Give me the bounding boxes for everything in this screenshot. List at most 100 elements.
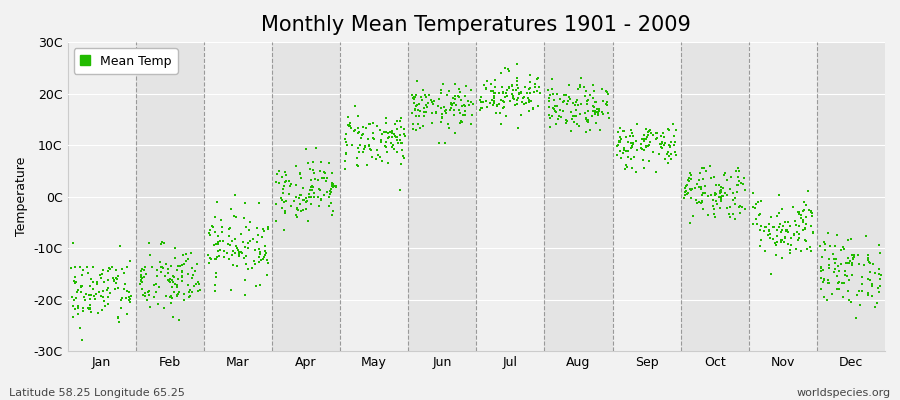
Point [452,106,466,113]
Point [229,214,243,220]
Point [806,230,821,236]
Point [317,175,331,181]
Point [426,101,440,107]
Point [723,186,737,192]
Point [416,123,430,130]
Point [795,248,809,254]
Point [343,120,357,126]
Point [379,119,393,126]
Point [392,187,407,193]
Point [662,144,677,150]
Point [394,140,409,146]
Point [548,107,562,114]
Point [567,119,581,125]
Point [806,210,820,216]
Point [87,296,102,302]
Point [394,147,409,153]
Point [519,100,534,106]
Bar [749,42,817,351]
Point [692,199,706,205]
Point [94,275,109,281]
Point [342,122,356,128]
Point [772,210,787,216]
Point [68,280,82,286]
Point [694,200,708,206]
Point [515,99,529,105]
Point [191,288,205,294]
Point [169,282,184,288]
Point [798,202,813,208]
Point [208,288,222,294]
Point [293,208,308,214]
Point [580,118,595,124]
Point [625,143,639,150]
Point [684,171,698,178]
Y-axis label: Temperature: Temperature [15,157,28,236]
Point [101,300,115,307]
Point [425,120,439,126]
Point [191,279,205,285]
Point [757,228,771,234]
Point [656,142,670,148]
Point [796,218,811,225]
Point [248,247,262,253]
Point [122,296,137,303]
Point [232,249,247,255]
Point [501,65,516,72]
Point [655,139,670,146]
Point [815,279,830,285]
Point [731,174,745,181]
Point [828,260,842,266]
Point [728,216,742,222]
Point [296,197,310,203]
Point [68,264,82,270]
Point [666,142,680,148]
Point [446,106,461,113]
Point [500,113,514,120]
Point [296,206,310,213]
Point [406,95,420,102]
Point [411,113,426,120]
Point [215,229,230,235]
Point [844,299,859,306]
Point [252,254,266,260]
Point [595,109,609,116]
Point [612,139,626,145]
Point [600,91,615,98]
Bar [340,42,408,351]
Point [502,83,517,90]
Point [381,130,395,136]
Point [157,304,171,311]
Point [792,231,806,238]
Point [772,224,787,230]
Point [822,264,836,271]
Point [394,124,409,130]
Point [860,291,875,297]
Point [852,261,867,267]
Point [230,245,245,252]
Point [770,213,784,219]
Point [209,270,223,276]
Point [203,256,218,263]
Point [256,256,270,262]
Point [644,127,658,134]
Point [624,127,638,134]
Point [214,217,229,224]
Point [147,293,161,300]
Point [312,202,327,209]
Point [733,204,747,210]
Point [86,286,100,292]
Point [749,200,763,207]
Point [384,128,399,134]
Point [526,106,540,112]
Point [416,86,430,93]
Point [364,147,378,153]
Point [165,294,179,301]
Point [454,97,468,104]
Point [397,154,411,161]
Point [417,109,431,115]
Point [448,102,463,108]
Point [284,181,298,187]
Point [185,265,200,271]
Point [636,136,651,142]
